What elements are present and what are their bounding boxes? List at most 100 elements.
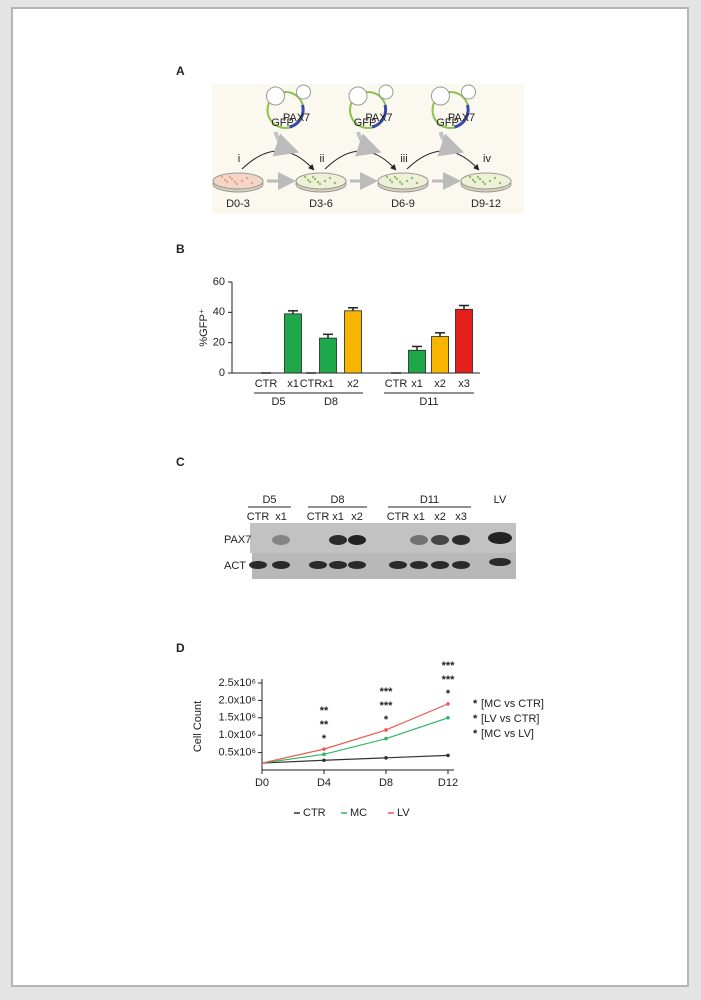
cell (395, 177, 399, 181)
cell (235, 182, 239, 186)
y-tick-label: 1.5x10⁶ (218, 712, 256, 724)
cell (498, 181, 502, 185)
point (384, 736, 388, 741)
cell (245, 176, 249, 180)
dish (295, 172, 347, 190)
plasmid-label: PAX7 (283, 112, 310, 124)
lane-label: CTR (387, 511, 410, 523)
y-tick-label: 2.0x10⁶ (218, 694, 256, 706)
group-label: D8 (324, 396, 338, 408)
cell (476, 175, 480, 179)
group-label: D5 (262, 494, 276, 506)
significance-stars: * (322, 733, 327, 745)
point (384, 756, 388, 760)
series-line (261, 703, 449, 764)
cell (483, 182, 487, 186)
y-tick-label: 40 (213, 306, 225, 318)
cell (410, 176, 414, 180)
panel-label: A (176, 64, 185, 78)
plasmid-label: GFP (271, 117, 294, 129)
step-numeral: ii (320, 153, 325, 165)
cell (400, 182, 404, 186)
plasmid-label: PAX7 (448, 112, 475, 124)
x-tick-label: x1 (287, 378, 299, 390)
legend-label: CTR (303, 807, 326, 819)
y-axis-label: Cell Count (192, 701, 204, 752)
plasmid-small (266, 86, 285, 106)
lane-label: x2 (351, 511, 363, 523)
x-tick-label: x1 (322, 378, 334, 390)
panel-label: B (176, 242, 185, 256)
cell (468, 175, 472, 179)
lane-label: CTR (247, 511, 270, 523)
step-numeral: iii (400, 153, 407, 165)
cell (388, 178, 392, 182)
lane-label: x3 (455, 511, 467, 523)
point (322, 758, 326, 763)
cell (225, 180, 229, 184)
band (348, 535, 366, 545)
cell (488, 179, 492, 183)
plasmid-small (461, 84, 476, 100)
panel-label: D (176, 641, 185, 655)
cell (223, 178, 227, 182)
x-tick-label: x2 (434, 378, 446, 390)
plasmid-label: PAX7 (365, 112, 392, 124)
band (431, 561, 449, 569)
cell (228, 175, 232, 179)
legend-symbol: * (473, 728, 478, 740)
plasmid-insert (289, 104, 305, 129)
panel-label: C (176, 455, 185, 469)
point (446, 753, 450, 758)
y-tick-label: 0 (219, 367, 225, 379)
band (452, 561, 470, 569)
band (272, 535, 290, 545)
cell (390, 180, 394, 184)
cell (405, 179, 409, 183)
band (410, 535, 428, 545)
cell (308, 180, 312, 184)
lane-label: LV (494, 494, 507, 506)
legend-label: LV (397, 807, 410, 819)
y-tick-label: 20 (213, 337, 225, 349)
point (322, 752, 326, 757)
blot-pax7 (250, 523, 516, 553)
plasmid-label: GFP (436, 117, 459, 129)
bar (408, 349, 426, 374)
band (410, 561, 428, 569)
x-tick-label: CTR (300, 378, 323, 390)
row-label: PAX7 (224, 534, 251, 546)
point (446, 702, 450, 706)
x-tick-label: D0 (255, 777, 269, 789)
cell (415, 181, 419, 185)
legend-label: MC (350, 807, 367, 819)
legend-label: [MC vs CTR] (481, 698, 544, 710)
x-tick-label: x1 (411, 378, 423, 390)
cell (240, 179, 244, 183)
x-tick-label: x3 (458, 378, 470, 390)
delivery-arrow (272, 131, 300, 157)
band (389, 561, 407, 569)
plasmid-insert (454, 104, 470, 129)
bar (319, 337, 337, 374)
legend-symbol: * (473, 698, 478, 710)
cell (385, 175, 389, 179)
plasmid-label: GFP (354, 117, 377, 129)
group-label: D11 (420, 494, 439, 506)
plasmid-insert (371, 104, 388, 129)
significance-stars: * (384, 714, 389, 726)
bar (284, 313, 302, 374)
cell (316, 180, 320, 184)
dish (212, 172, 264, 190)
group-label: D8 (330, 494, 344, 506)
band (488, 532, 512, 544)
band (249, 561, 267, 569)
bar (455, 308, 473, 374)
group-label: D5 (271, 396, 285, 408)
cell (306, 178, 310, 182)
legend-label: [MC vs LV] (481, 728, 534, 740)
significance-stars: *** (442, 674, 456, 686)
band (489, 558, 511, 566)
